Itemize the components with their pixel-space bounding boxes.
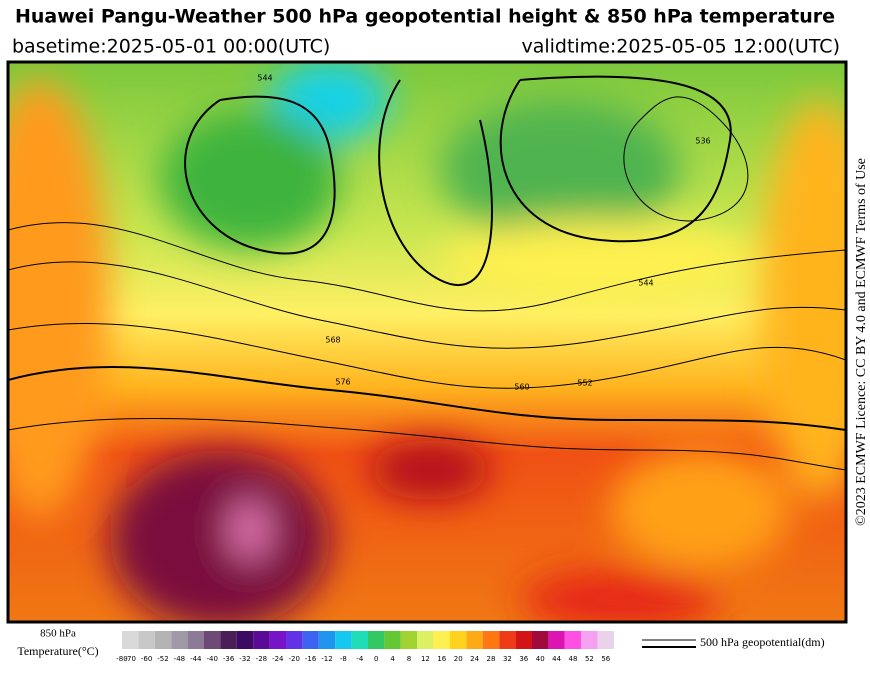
colorbar-swatch — [548, 631, 565, 649]
colorbar-swatch — [204, 631, 221, 649]
colorbar-swatch — [532, 631, 549, 649]
colorbar-label: -60 — [141, 655, 152, 663]
legend-label: 500 hPa geopotential(dm) — [700, 635, 825, 649]
colorbar-swatch — [597, 631, 614, 649]
colorbar-swatch — [400, 631, 418, 649]
colorbar-title: Temperature(°C) — [17, 644, 98, 658]
colorbar-label: -12 — [321, 655, 332, 663]
colorbar-swatch — [368, 631, 385, 649]
colorbar-swatch — [450, 631, 467, 649]
colorbar-label: -36 — [223, 655, 235, 663]
title: Huawei Pangu-Weather 500 hPa geopotentia… — [15, 6, 835, 28]
colorbar-label: 16 — [437, 655, 446, 663]
colorbar-label: -70 — [124, 655, 135, 663]
colorbar-swatch — [384, 631, 401, 649]
colorbar-swatch — [269, 631, 286, 649]
colorbar-label: 36 — [519, 655, 528, 663]
colorbar-label: -8 — [340, 655, 347, 663]
colorbar-label: 8 — [407, 655, 411, 663]
colorbar-swatch — [236, 631, 254, 649]
colorbar-swatch — [318, 631, 336, 649]
colorbar-label: -44 — [190, 655, 202, 663]
colorbar-label: -52 — [157, 655, 168, 663]
colorbar-swatch — [220, 631, 237, 649]
colorbar-swatch — [581, 631, 598, 649]
colorbar-label: 44 — [552, 655, 561, 663]
colorbar-swatch — [433, 631, 450, 649]
colorbar-label: -40 — [206, 655, 217, 663]
colorbar-label: 24 — [470, 655, 479, 663]
colorbar-swatch — [515, 631, 532, 649]
licence: ©2023 ECMWF Licence: CC BY 4.0 and ECMWF… — [854, 158, 869, 526]
colorbar-label: -28 — [256, 655, 267, 663]
contour-label: 576 — [335, 378, 350, 387]
contour-label: 544 — [257, 74, 272, 83]
colorbar-label: 48 — [569, 655, 578, 663]
contour-label: 544 — [638, 279, 653, 288]
colorbar-label: 28 — [487, 655, 496, 663]
colorbar-label: 0 — [374, 655, 378, 663]
colorbar-label: -80 — [116, 655, 127, 663]
colorbar-title: 850 hPa — [40, 628, 76, 640]
map-frame — [6, 60, 848, 624]
colorbar-swatch — [187, 631, 204, 649]
colorbar-label: -20 — [288, 655, 299, 663]
colorbar-swatch — [499, 631, 516, 649]
colorbar-label: 52 — [585, 655, 594, 663]
colorbar-label: 4 — [390, 655, 395, 663]
colorbar-label: 40 — [536, 655, 545, 663]
colorbar-swatch — [302, 631, 319, 649]
colorbar-swatch — [253, 631, 270, 649]
colorbar-swatch — [171, 631, 188, 649]
colorbar-label: -16 — [305, 655, 317, 663]
colorbar-swatch — [417, 631, 434, 649]
contour-label: 568 — [325, 336, 340, 345]
colorbar-label: 32 — [503, 655, 512, 663]
colorbar-label: 20 — [454, 655, 463, 663]
contour-label: 552 — [577, 379, 592, 388]
colorbar-label: 56 — [601, 655, 610, 663]
colorbar-swatch — [564, 631, 582, 649]
colorbar-label: -24 — [272, 655, 284, 663]
colorbar-swatch — [122, 631, 139, 649]
colorbar-swatch — [335, 631, 352, 649]
colorbar-swatch — [286, 631, 303, 649]
contour-label: 560 — [514, 383, 529, 392]
colorbar-label: -48 — [174, 655, 185, 663]
colorbar-label: -4 — [356, 655, 364, 663]
basetime: basetime:2025-05-01 00:00(UTC) — [12, 36, 330, 58]
colorbar-swatch — [466, 631, 483, 649]
validtime: validtime:2025-05-05 12:00(UTC) — [521, 36, 840, 58]
contour-label: 536 — [695, 137, 710, 146]
colorbar-swatch — [351, 631, 368, 649]
colorbar-label: -32 — [239, 655, 250, 663]
colorbar-swatch — [154, 631, 172, 649]
colorbar-swatch — [138, 631, 155, 649]
colorbar-label: 12 — [421, 655, 430, 663]
colorbar-swatch — [482, 631, 500, 649]
map — [8, 62, 846, 622]
